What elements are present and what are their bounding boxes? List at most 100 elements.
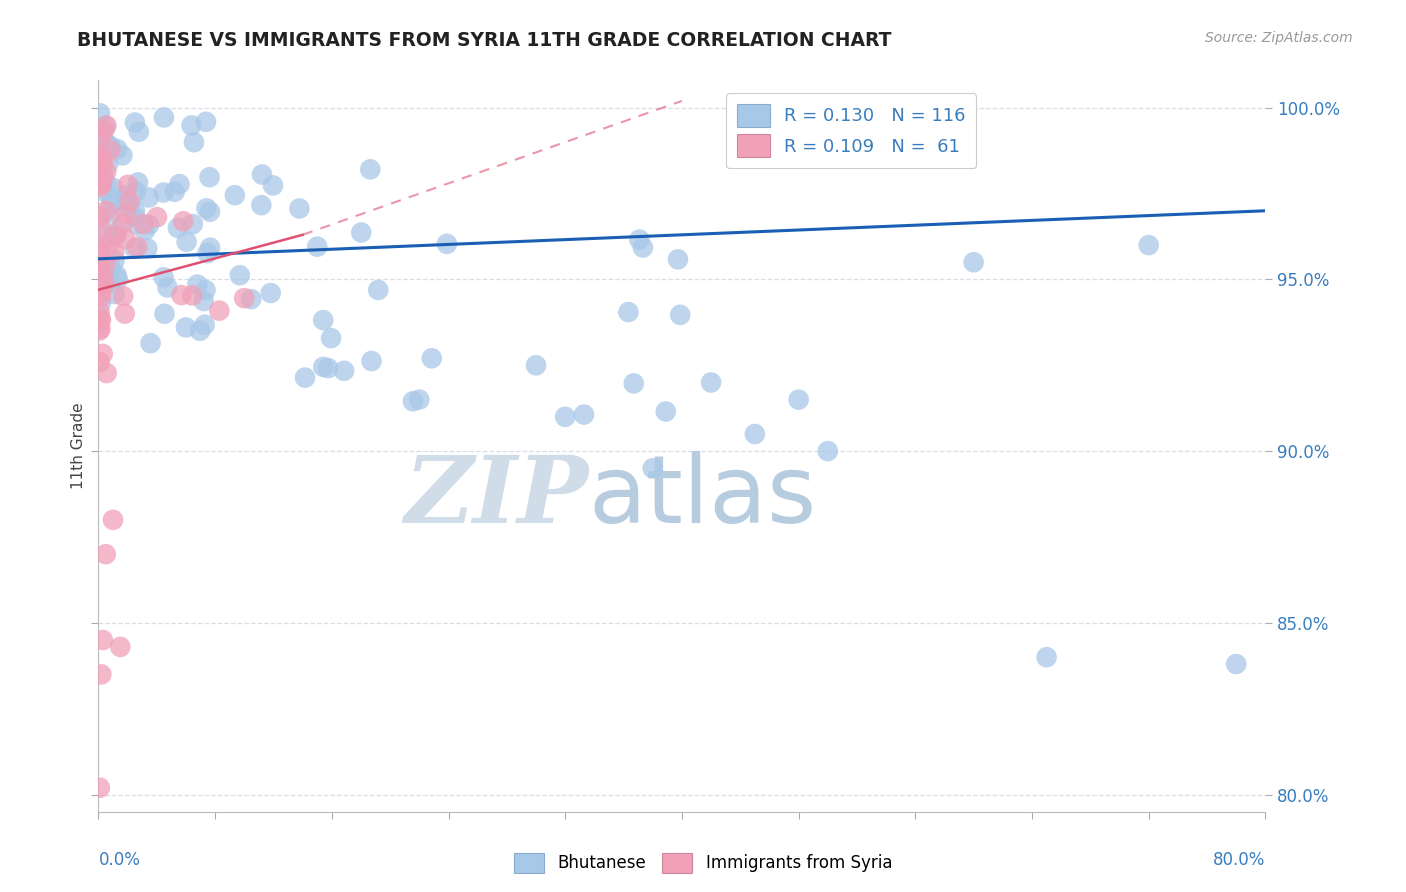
- Point: [170, 288, 193, 302]
- Point: [194, 318, 217, 332]
- Point: [89, 161, 111, 176]
- Point: [90, 221, 112, 235]
- Point: [134, 223, 156, 237]
- Point: [623, 376, 645, 391]
- Point: [669, 308, 692, 322]
- Point: [350, 226, 373, 240]
- Point: [100, 140, 122, 154]
- Point: [101, 206, 124, 220]
- Point: [89, 321, 111, 335]
- Point: [316, 361, 339, 376]
- Point: [103, 227, 125, 242]
- Point: [100, 143, 122, 157]
- Point: [91, 156, 114, 170]
- Point: [114, 232, 136, 246]
- Point: [666, 252, 689, 267]
- Point: [262, 178, 284, 193]
- Point: [94, 259, 117, 273]
- Point: [181, 217, 204, 231]
- Point: [153, 307, 176, 321]
- Point: [91, 270, 114, 285]
- Point: [94, 119, 117, 133]
- Point: [89, 312, 111, 326]
- Point: [90, 281, 112, 295]
- Point: [118, 198, 141, 212]
- Point: [655, 404, 678, 418]
- Point: [124, 115, 146, 129]
- Point: [240, 292, 263, 306]
- Point: [114, 307, 136, 321]
- Point: [91, 170, 114, 185]
- Point: [139, 336, 162, 351]
- Legend: Bhutanese, Immigrants from Syria: Bhutanese, Immigrants from Syria: [508, 847, 898, 880]
- Point: [124, 211, 146, 225]
- Point: [198, 241, 221, 255]
- Point: [817, 444, 839, 458]
- Point: [124, 242, 146, 256]
- Point: [617, 305, 640, 319]
- Point: [156, 280, 179, 294]
- Point: [93, 276, 115, 290]
- Point: [91, 633, 114, 648]
- Legend: R = 0.130   N = 116, R = 0.109   N =  61: R = 0.130 N = 116, R = 0.109 N = 61: [725, 93, 976, 169]
- Point: [103, 181, 125, 195]
- Text: Source: ZipAtlas.com: Source: ZipAtlas.com: [1205, 31, 1353, 45]
- Point: [136, 241, 159, 255]
- Point: [132, 217, 155, 231]
- Point: [197, 246, 219, 260]
- Point: [962, 255, 984, 269]
- Point: [89, 178, 111, 192]
- Point: [89, 212, 111, 227]
- Point: [117, 178, 139, 192]
- Point: [89, 210, 111, 224]
- Point: [420, 351, 443, 366]
- Point: [193, 294, 215, 309]
- Point: [90, 122, 112, 136]
- Point: [125, 217, 148, 231]
- Point: [91, 184, 114, 198]
- Point: [700, 376, 723, 390]
- Point: [100, 189, 122, 203]
- Point: [524, 359, 547, 373]
- Point: [260, 286, 283, 301]
- Point: [89, 161, 111, 175]
- Point: [91, 347, 114, 361]
- Point: [91, 151, 114, 165]
- Point: [91, 270, 114, 285]
- Point: [229, 268, 252, 283]
- Point: [333, 364, 356, 378]
- Point: [105, 224, 128, 238]
- Point: [114, 188, 136, 202]
- Point: [572, 408, 595, 422]
- Point: [90, 156, 112, 170]
- Point: [152, 186, 174, 200]
- Point: [208, 303, 231, 318]
- Point: [89, 239, 111, 253]
- Point: [90, 667, 112, 681]
- Point: [110, 640, 132, 654]
- Point: [96, 119, 118, 133]
- Point: [138, 218, 160, 232]
- Point: [194, 283, 217, 297]
- Point: [89, 285, 111, 300]
- Point: [146, 210, 169, 224]
- Point: [91, 132, 114, 146]
- Point: [127, 176, 149, 190]
- Point: [89, 179, 111, 194]
- Point: [112, 193, 135, 207]
- Point: [288, 202, 311, 216]
- Point: [89, 780, 111, 795]
- Point: [127, 240, 149, 254]
- Point: [183, 135, 205, 149]
- Point: [224, 188, 246, 202]
- Point: [367, 283, 389, 297]
- Point: [105, 268, 128, 282]
- Point: [98, 237, 121, 252]
- Point: [631, 240, 654, 254]
- Y-axis label: 11th Grade: 11th Grade: [70, 402, 86, 490]
- Point: [96, 176, 118, 190]
- Point: [89, 324, 111, 338]
- Point: [89, 130, 111, 145]
- Point: [250, 168, 273, 182]
- Point: [307, 240, 329, 254]
